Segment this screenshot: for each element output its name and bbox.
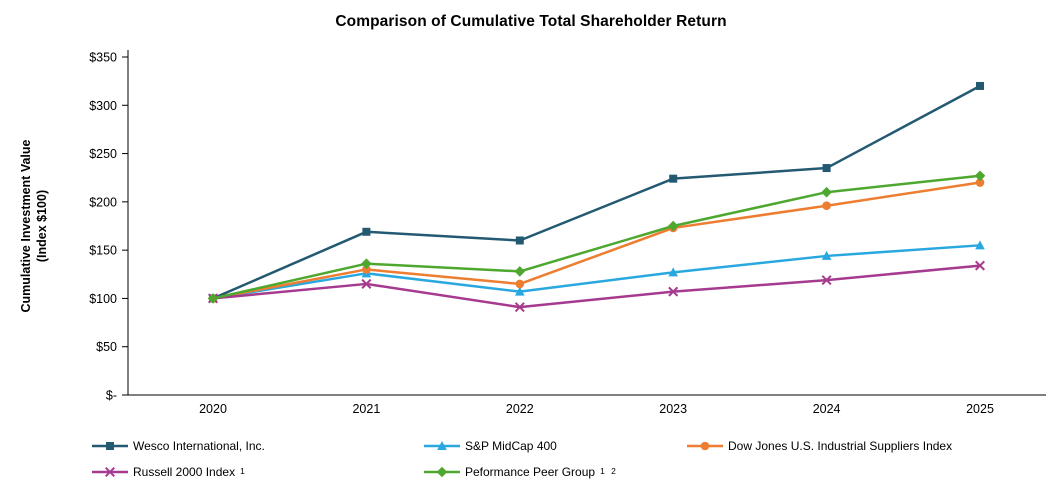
circle-marker-icon xyxy=(822,201,831,211)
series-line xyxy=(211,174,982,300)
x-tick-label: 2023 xyxy=(659,402,687,416)
x-tick-label: 2025 xyxy=(966,402,994,416)
series-line xyxy=(211,84,982,300)
triangle-marker-icon xyxy=(668,267,678,277)
legend-label: Peformance Peer Group xyxy=(465,465,596,479)
square-marker-icon xyxy=(106,442,114,450)
y-tick-label: $350 xyxy=(89,51,117,65)
diamond-marker-icon xyxy=(667,220,679,232)
plot-area: $- $50 $100 $150 $200 $250 $300 $350 2020 2021 202… xyxy=(89,50,1046,416)
triangle-marker-icon xyxy=(437,441,447,450)
legend: Wesco International, Inc. S&P MidCap 400 D… xyxy=(92,439,952,479)
legend-superscript: 1 xyxy=(240,466,247,476)
diamond-marker-icon xyxy=(974,170,986,182)
y-tick-label: $- xyxy=(106,389,117,403)
square-marker-icon xyxy=(669,174,678,183)
legend-item: Dow Jones U.S. Industrial Suppliers Inde… xyxy=(687,439,952,453)
circle-marker-icon xyxy=(975,178,985,187)
x-tick-label: 2022 xyxy=(506,402,534,416)
triangle-marker-icon xyxy=(975,240,985,250)
legend-item: Russell 2000 Index 1 xyxy=(92,465,424,479)
y-tick-label: $250 xyxy=(89,147,117,161)
diamond-marker-icon xyxy=(514,266,526,277)
x-marker-icon xyxy=(974,260,986,271)
legend-label: Dow Jones U.S. Industrial Suppliers Inde… xyxy=(728,439,953,453)
triangle-marker-icon xyxy=(821,250,832,260)
x-tick-label: 2021 xyxy=(352,402,380,416)
x-marker-icon xyxy=(361,278,372,289)
x-marker-icon xyxy=(821,275,832,286)
legend-label: S&P MidCap 400 xyxy=(465,439,557,453)
square-marker-icon xyxy=(822,164,831,173)
circle-marker-icon xyxy=(515,279,525,289)
square-marker-icon xyxy=(976,81,984,90)
circle-marker-icon xyxy=(700,441,710,451)
legend-item: Wesco International, Inc. xyxy=(92,439,424,453)
x-marker-icon xyxy=(104,466,116,478)
legend-key-icon xyxy=(687,441,723,451)
y-tick-label: $50 xyxy=(96,340,117,354)
legend-key-icon xyxy=(92,442,128,450)
series-line xyxy=(211,264,982,309)
x-tick-label: 2024 xyxy=(813,402,841,416)
y-tick-label: $300 xyxy=(89,99,117,113)
series-line xyxy=(211,181,982,300)
x-marker-icon xyxy=(668,286,679,297)
diamond-marker-icon xyxy=(821,186,832,198)
legend-item: S&P MidCap 400 xyxy=(424,439,687,453)
chart-title: Comparison of Cumulative Total Sharehold… xyxy=(335,13,727,30)
circle-marker-icon xyxy=(362,265,371,274)
legend-label: Russell 2000 Index xyxy=(133,465,236,479)
legend-key-icon xyxy=(424,466,460,478)
legend-key-icon xyxy=(424,441,460,450)
y-tick-label: $100 xyxy=(89,292,117,306)
diamond-marker-icon xyxy=(361,258,372,269)
legend-superscript: 1 2 xyxy=(600,466,618,476)
diamond-marker-icon xyxy=(436,466,448,478)
x-marker-icon xyxy=(514,302,525,313)
square-marker-icon xyxy=(362,227,371,236)
legend-label: Wesco International, Inc. xyxy=(133,439,265,453)
triangle-marker-icon xyxy=(515,286,525,296)
series-line xyxy=(211,244,982,300)
square-marker-icon xyxy=(515,236,524,245)
y-tick-label: $150 xyxy=(89,244,117,258)
legend-item: Peformance Peer Group 1 2 xyxy=(424,465,687,479)
diamond-marker-icon xyxy=(207,293,219,304)
y-tick-label: $200 xyxy=(89,195,117,209)
legend-key-icon xyxy=(92,466,128,478)
x-tick-label: 2020 xyxy=(199,402,227,416)
